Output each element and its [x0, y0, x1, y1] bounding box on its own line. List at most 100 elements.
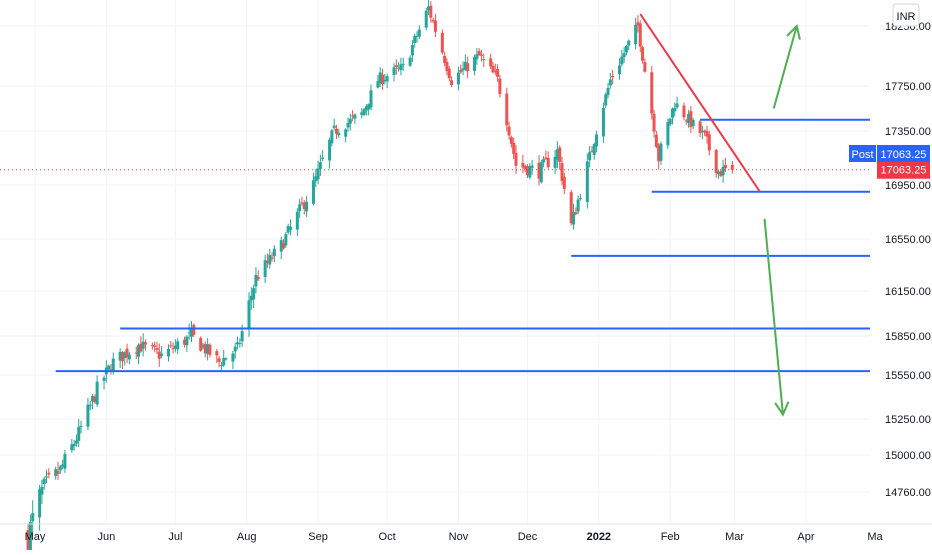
- candle-body: [282, 242, 286, 249]
- candle-body: [270, 257, 274, 259]
- candle-body: [236, 342, 240, 345]
- price-tick-label: 15850.00: [885, 331, 931, 343]
- candle-body: [95, 381, 99, 405]
- trendline: [639, 13, 761, 193]
- candle-body: [654, 134, 658, 147]
- candle-body: [247, 300, 251, 328]
- candle-body: [652, 113, 656, 132]
- candle-body: [125, 348, 129, 358]
- candle-body: [443, 55, 447, 63]
- candle-body: [576, 199, 580, 212]
- candle-body: [176, 341, 180, 350]
- candle-body: [703, 130, 707, 133]
- candle-body: [634, 24, 638, 45]
- candle-body: [54, 469, 58, 476]
- candle-body: [203, 343, 207, 354]
- candle-body: [302, 202, 306, 210]
- candle-body: [429, 5, 433, 18]
- candle-body: [466, 63, 470, 72]
- candle-body: [606, 87, 610, 96]
- candle-body: [394, 65, 398, 68]
- time-tick-label: Nov: [449, 531, 469, 543]
- candle-body: [252, 288, 256, 300]
- candle-body: [555, 149, 559, 160]
- candle-body: [118, 351, 122, 361]
- candle-body: [496, 69, 500, 77]
- candle-body: [560, 163, 564, 182]
- candle-body: [305, 201, 309, 212]
- candle-body: [155, 348, 159, 351]
- candle-body: [189, 328, 193, 337]
- candle-body: [553, 156, 557, 168]
- candle-body: [63, 453, 67, 469]
- candle-body: [456, 72, 460, 85]
- currency-label: INR: [897, 11, 916, 23]
- candle-body: [254, 275, 258, 287]
- candle-body: [723, 164, 727, 169]
- candle-body: [107, 365, 111, 370]
- candle-body: [88, 404, 92, 406]
- candle-body: [624, 45, 628, 53]
- candle-body: [86, 404, 90, 427]
- candle-body: [399, 64, 403, 71]
- candle-body: [521, 163, 525, 168]
- candle-body: [79, 425, 83, 427]
- candle-body: [160, 353, 164, 356]
- post-badge-label: Post: [851, 149, 873, 161]
- candle-body: [369, 90, 373, 108]
- time-tick-label: May: [25, 531, 46, 543]
- time-axis: May Jun Jul Aug Sep Oct Nov Dec 2022 Feb Mar Apr Ma: [0, 523, 932, 543]
- candle-body: [424, 10, 428, 28]
- candle-body: [344, 129, 348, 137]
- candle-body: [318, 162, 322, 170]
- candle-body: [240, 331, 244, 342]
- candle-body: [459, 69, 463, 73]
- candle-body: [74, 440, 78, 444]
- candle-body: [249, 295, 253, 301]
- candle-body: [604, 94, 608, 106]
- candle-body: [643, 62, 647, 72]
- candle-body: [530, 165, 534, 168]
- candle-body: [523, 166, 527, 169]
- price-badge-box: [877, 161, 930, 179]
- price-tick-label: 16150.00: [885, 286, 931, 298]
- candle-body: [256, 277, 260, 280]
- candle-body: [528, 166, 532, 178]
- candle-body: [700, 130, 704, 132]
- candle-body: [187, 332, 191, 334]
- candle-body: [127, 354, 131, 360]
- candle-body: [544, 157, 548, 159]
- candle-body: [687, 113, 691, 123]
- time-tick-label: Ma: [867, 531, 883, 543]
- post-badge-value-box: [877, 145, 930, 162]
- candle-body: [415, 35, 419, 37]
- post-badge-value: 17063.25: [881, 149, 927, 161]
- candle-body: [77, 426, 81, 441]
- price-axis-background: [870, 0, 932, 550]
- time-tick-label: Aug: [237, 531, 257, 543]
- candle-body: [300, 202, 304, 204]
- price-axis: 18250.0017750.0017350.0016950.0016550.00…: [870, 0, 932, 550]
- candle-body: [410, 45, 414, 56]
- candles: [26, 0, 734, 555]
- candle-body: [698, 121, 702, 134]
- candle-body: [215, 351, 219, 356]
- candle-body: [265, 260, 269, 263]
- candle-body: [620, 56, 624, 65]
- candle-body: [514, 152, 518, 166]
- candle-body: [360, 112, 364, 116]
- candle-body: [705, 131, 709, 137]
- arrow-up-head: [786, 23, 801, 40]
- candle-body: [378, 72, 382, 84]
- candle-body: [682, 105, 686, 118]
- candle-body: [38, 489, 42, 518]
- candle-body: [574, 212, 578, 215]
- candle-body: [578, 198, 582, 200]
- candle-body: [719, 171, 723, 176]
- candle-body: [590, 150, 594, 152]
- candle-body: [42, 478, 46, 485]
- candle-body: [433, 20, 437, 32]
- currency-badge[interactable]: INR: [892, 3, 920, 27]
